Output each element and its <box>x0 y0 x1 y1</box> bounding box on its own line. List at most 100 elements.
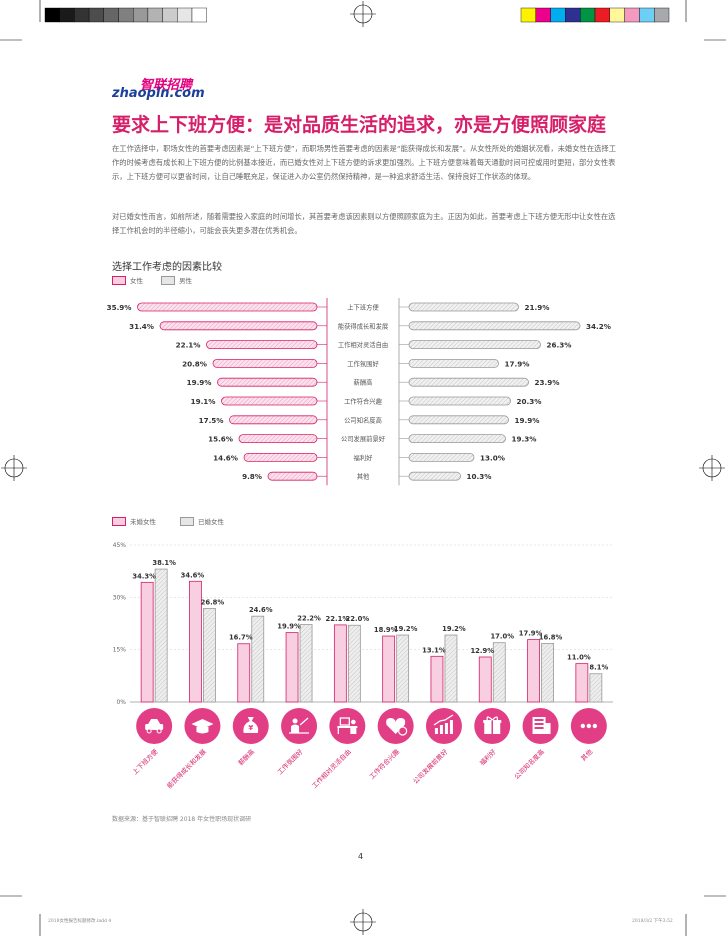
married-value-label: 19.2% <box>442 625 466 633</box>
paragraph-2: 对已婚女性而言，如前所述，随着需要投入家庭的时间增长，其首要考虑该因素则以方便照… <box>112 212 616 236</box>
butterfly-chart: 35.9% 21.9% 上下班方便 31.4% 34.2% 能获得成长和发展 22.1% 26… <box>107 298 611 486</box>
x-cat-8: 公司知名度高 <box>512 747 546 781</box>
gray-swatch <box>118 7 134 23</box>
unmarried-bar <box>237 643 251 703</box>
male-value-label: 26.3% <box>547 341 572 350</box>
x-cat-9: 其他 <box>579 747 595 763</box>
female-bar <box>212 359 318 368</box>
y-tick-label: 45% <box>113 542 127 549</box>
unmarried-value-label: 18.9% <box>374 626 398 634</box>
category-box <box>327 471 399 482</box>
x-cat-1: 能获得成长和发展 <box>165 747 208 790</box>
married-value-label: 8.1% <box>589 664 608 672</box>
x-cat-5: 工作符合兴趣 <box>367 747 401 781</box>
people-desk-icon <box>281 708 318 744</box>
married-value-label: 24.6% <box>249 606 273 614</box>
male-value-label: 21.9% <box>525 303 550 312</box>
unmarried-bar <box>333 624 347 703</box>
male-value-label: 20.3% <box>517 397 542 406</box>
male-bar <box>408 415 509 425</box>
unmarried-bar <box>140 581 154 703</box>
color-swatch <box>550 7 566 23</box>
unmarried-bar <box>430 655 444 703</box>
unmarried-bar <box>189 580 202 703</box>
married-bar <box>154 568 168 703</box>
unmarried-value-label: 22.1% <box>326 615 350 623</box>
legend-bottom: 未婚女性 已婚女性 <box>112 516 224 526</box>
gray-swatch <box>147 7 163 23</box>
legend-top: 女性 男性 <box>112 275 192 285</box>
female-value-label: 17.5% <box>199 416 224 425</box>
legend-swatch-female <box>112 275 126 285</box>
female-value-label: 9.8% <box>242 472 262 481</box>
legend-label-married: 已婚女性 <box>198 518 224 526</box>
unmarried-value-label: 19.9% <box>277 623 301 631</box>
gray-swatch <box>74 7 90 23</box>
category-box <box>327 414 399 425</box>
married-value-label: 22.2% <box>297 615 321 623</box>
gift-icon <box>474 708 511 744</box>
butterfly-cat-0: 上下班方便 <box>347 303 379 312</box>
married-value-label: 22.0% <box>346 615 370 623</box>
male-bar <box>408 434 506 444</box>
gray-swatch <box>88 7 104 23</box>
married-value-label: 17.0% <box>490 633 514 641</box>
color-swatch <box>580 7 596 23</box>
female-bar <box>221 396 318 406</box>
married-bar <box>492 642 506 703</box>
unmarried-value-label: 12.9% <box>470 647 494 655</box>
female-value-label: 35.9% <box>107 303 132 312</box>
category-box <box>327 320 399 331</box>
page-number: 4 <box>358 852 364 861</box>
building-icon <box>522 708 559 744</box>
category-box <box>327 358 399 369</box>
butterfly-cat-9: 其他 <box>357 472 370 481</box>
butterfly-cat-5: 工作符合兴趣 <box>344 397 382 406</box>
color-swatch <box>624 7 640 23</box>
money-bag-icon: ¥ <box>232 708 269 744</box>
y-tick-label: 0% <box>116 699 126 706</box>
color-swatch <box>565 7 581 23</box>
married-value-label: 16.8% <box>539 633 563 641</box>
footer-date: 2018/3/2 下午3:52 <box>632 919 673 924</box>
married-bar <box>251 615 265 703</box>
legend-swatch-married <box>180 516 194 526</box>
male-bar <box>408 377 529 387</box>
unmarried-bar <box>575 663 589 703</box>
gray-swatch <box>132 7 149 23</box>
female-bar <box>217 377 318 387</box>
color-swatch <box>594 7 611 23</box>
female-bar <box>238 434 318 444</box>
unmarried-value-label: 13.1% <box>422 646 446 654</box>
female-bar <box>267 471 318 481</box>
female-bar <box>159 321 318 331</box>
color-swatch <box>609 7 625 23</box>
gray-swatch <box>162 7 178 23</box>
x-cat-2: 薪酬高 <box>236 747 257 768</box>
male-bar <box>408 340 541 349</box>
male-value-label: 10.3% <box>467 472 492 481</box>
female-value-label: 20.8% <box>182 359 207 368</box>
category-box <box>327 377 399 388</box>
butterfly-cat-4: 薪酬高 <box>354 378 373 387</box>
column-chart: 0% 15% 30% 45% 34.3% 38.1% 上下班方便 34.6% 26.8% 能获得成… <box>113 542 613 790</box>
female-value-label: 19.9% <box>187 378 212 387</box>
chart-title: 选择工作考虑的因素比较 <box>112 262 222 273</box>
female-value-label: 14.6% <box>213 453 238 462</box>
female-value-label: 31.4% <box>129 322 154 331</box>
gray-swatch <box>44 7 60 23</box>
logo-chinese: 智联招聘 <box>140 78 193 93</box>
married-bar <box>396 634 410 703</box>
category-box <box>327 302 399 312</box>
male-value-label: 13.0% <box>480 453 505 462</box>
growth-chart-icon <box>425 708 462 744</box>
male-value-label: 19.9% <box>515 416 540 425</box>
male-bar <box>408 302 519 312</box>
x-cat-7: 福利好 <box>478 747 499 768</box>
x-cat-0: 上下班方便 <box>130 747 160 777</box>
color-swatch <box>520 7 537 23</box>
butterfly-cat-8: 福利好 <box>354 453 374 462</box>
unmarried-value-label: 16.7% <box>229 634 253 642</box>
male-bar <box>408 359 499 368</box>
